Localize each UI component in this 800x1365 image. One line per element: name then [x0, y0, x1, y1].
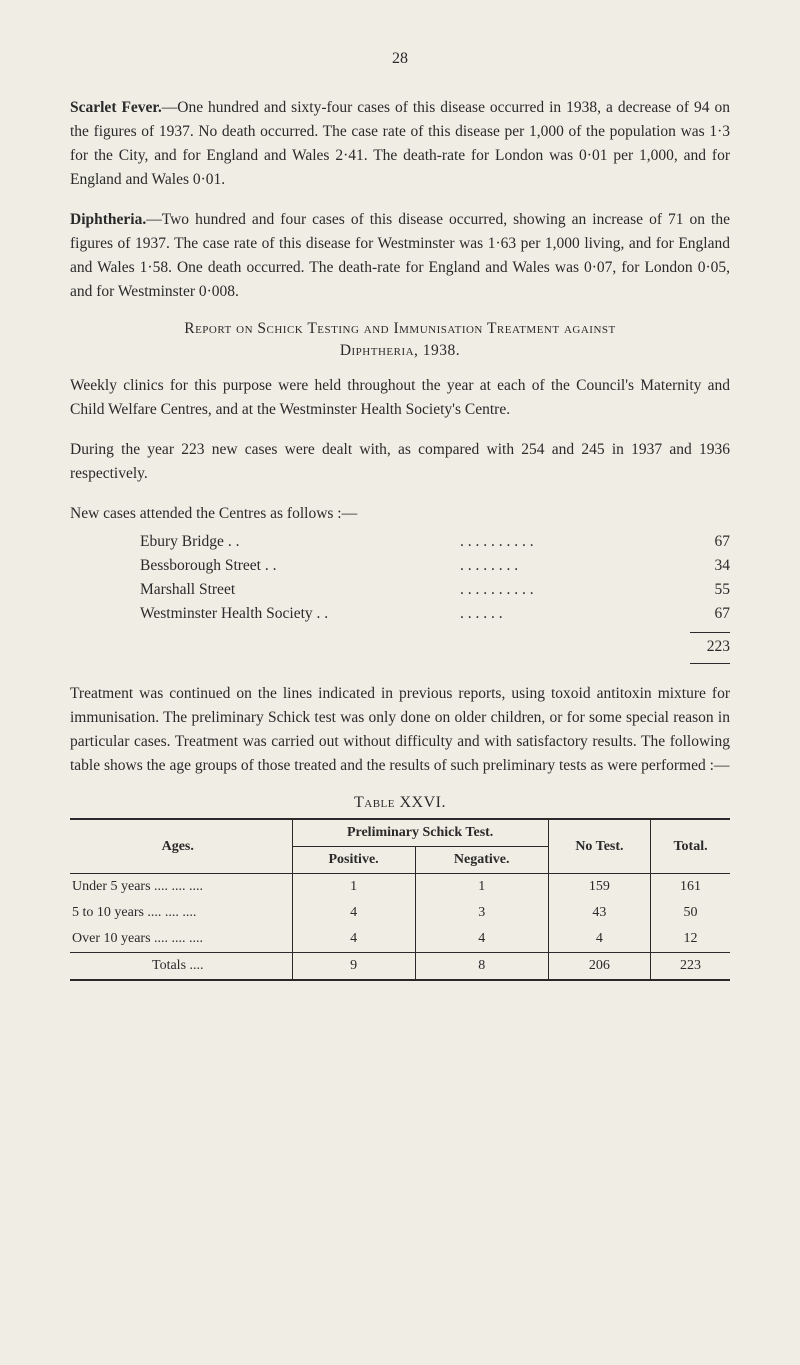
totals-label: Totals .... — [70, 953, 292, 981]
diphtheria-heading: Diphtheria. — [70, 211, 146, 228]
totals-row: Totals .... 9 8 206 223 — [70, 953, 730, 981]
report-title: Report on Schick Testing and Immunisatio… — [70, 320, 730, 338]
follows-total: 223 — [690, 632, 730, 659]
scarlet-fever-text: —One hundred and sixty-four cases of thi… — [70, 99, 730, 188]
header-negative: Negative. — [415, 847, 548, 874]
follows-label: Westminster Health Society . . — [140, 602, 460, 626]
scarlet-fever-heading: Scarlet Fever. — [70, 99, 162, 116]
follows-value: 34 — [690, 554, 730, 578]
cell-ages: Under 5 years .... .... .... — [70, 874, 292, 901]
header-positive: Positive. — [292, 847, 415, 874]
follows-intro: New cases attended the Centres as follow… — [70, 502, 730, 526]
cell-total: 50 — [651, 900, 730, 926]
scarlet-fever-paragraph: Scarlet Fever.—One hundred and sixty-fou… — [70, 96, 730, 192]
table-row: Under 5 years .... .... .... 1 1 159 161 — [70, 874, 730, 901]
treatment-paragraph: Treatment was continued on the lines ind… — [70, 682, 730, 778]
diphtheria-paragraph: Diphtheria.—Two hundred and four cases o… — [70, 208, 730, 304]
header-total: Total. — [651, 819, 730, 874]
cell-notest: 4 — [548, 926, 650, 953]
cell-total: 12 — [651, 926, 730, 953]
table-caption: Table XXVI. — [70, 794, 730, 812]
cell-negative: 4 — [415, 926, 548, 953]
list-item: Marshall Street . . . . . . . . . . 55 — [140, 578, 730, 602]
follows-dots: . . . . . . . . — [460, 554, 690, 578]
table-row: Over 10 years .... .... .... 4 4 4 12 — [70, 926, 730, 953]
cell-ages: 5 to 10 years .... .... .... — [70, 900, 292, 926]
cell-total: 161 — [651, 874, 730, 901]
follows-underline — [690, 663, 730, 664]
cell-positive: 4 — [292, 926, 415, 953]
totals-notest: 206 — [548, 953, 650, 981]
page-number: 28 — [70, 50, 730, 68]
totals-negative: 8 — [415, 953, 548, 981]
totals-positive: 9 — [292, 953, 415, 981]
page-content: 28 Scarlet Fever.—One hundred and sixty-… — [0, 0, 800, 1021]
cell-negative: 1 — [415, 874, 548, 901]
follows-list: Ebury Bridge . . . . . . . . . . . . 67 … — [140, 530, 730, 664]
header-notest: No Test. — [548, 819, 650, 874]
header-prelim: Preliminary Schick Test. — [292, 819, 548, 847]
follows-dots: . . . . . . — [460, 602, 690, 626]
cell-positive: 1 — [292, 874, 415, 901]
table-row: 5 to 10 years .... .... .... 4 3 43 50 — [70, 900, 730, 926]
report-subtitle: Diphtheria, 1938. — [70, 342, 730, 360]
follows-dots: . . . . . . . . . . — [460, 578, 690, 602]
follows-value: 55 — [690, 578, 730, 602]
diphtheria-text: —Two hundred and four cases of this dise… — [70, 211, 730, 300]
follows-value: 67 — [690, 602, 730, 626]
report-para1: Weekly clinics for this purpose were hel… — [70, 374, 730, 422]
report-para2: During the year 223 new cases were dealt… — [70, 438, 730, 486]
cell-ages: Over 10 years .... .... .... — [70, 926, 292, 953]
header-ages: Ages. — [70, 819, 292, 874]
list-item: Westminster Health Society . . . . . . .… — [140, 602, 730, 626]
cell-negative: 3 — [415, 900, 548, 926]
schick-table: Ages. Preliminary Schick Test. No Test. … — [70, 818, 730, 981]
cell-notest: 159 — [548, 874, 650, 901]
follows-value: 67 — [690, 530, 730, 554]
follows-label: Bessborough Street . . — [140, 554, 460, 578]
totals-total: 223 — [651, 953, 730, 981]
cell-positive: 4 — [292, 900, 415, 926]
list-item: Bessborough Street . . . . . . . . . . 3… — [140, 554, 730, 578]
follows-label: Ebury Bridge . . — [140, 530, 460, 554]
list-item: Ebury Bridge . . . . . . . . . . . . 67 — [140, 530, 730, 554]
follows-dots: . . . . . . . . . . — [460, 530, 690, 554]
follows-label: Marshall Street — [140, 578, 460, 602]
cell-notest: 43 — [548, 900, 650, 926]
